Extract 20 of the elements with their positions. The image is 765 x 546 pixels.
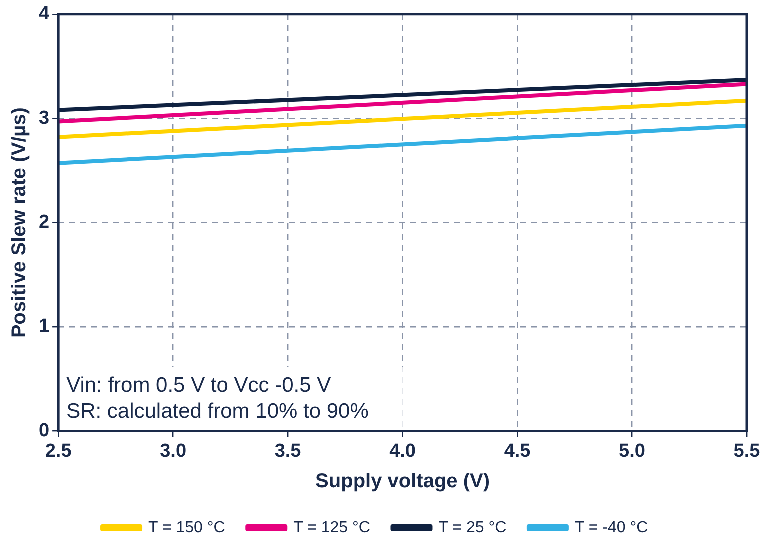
y-axis-title: Positive Slew rate (V/µs) bbox=[8, 108, 31, 338]
x-tick-label: 5.5 bbox=[734, 440, 761, 462]
x-tick-label: 4.0 bbox=[390, 440, 416, 462]
x-tick-label: 2.5 bbox=[45, 440, 72, 462]
y-tick-label: 3 bbox=[38, 108, 50, 129]
y-tick-label: 1 bbox=[38, 316, 50, 338]
x-tick-label: 4.5 bbox=[504, 440, 532, 462]
y-tick-label: 0 bbox=[38, 420, 50, 442]
x-tick-label: 3.5 bbox=[274, 440, 302, 462]
x-tick-label: 3.0 bbox=[160, 440, 187, 462]
x-tick-label: 5.0 bbox=[619, 440, 646, 462]
legend-label: T = 125 °C bbox=[294, 519, 370, 536]
y-tick-label: 4 bbox=[38, 4, 50, 25]
y-tick-label: 2 bbox=[38, 212, 50, 234]
legend-label: T = -40 °C bbox=[574, 519, 648, 536]
x-axis-title: Supply voltage (V) bbox=[316, 470, 490, 493]
annotation: SR: calculated from 10% to 90% bbox=[66, 400, 369, 423]
legend-label: T = 25 °C bbox=[438, 519, 507, 536]
annotation: Vin: from 0.5 V to Vcc -0.5 V bbox=[66, 374, 332, 397]
legend-label: T = 150 °C bbox=[148, 519, 226, 536]
